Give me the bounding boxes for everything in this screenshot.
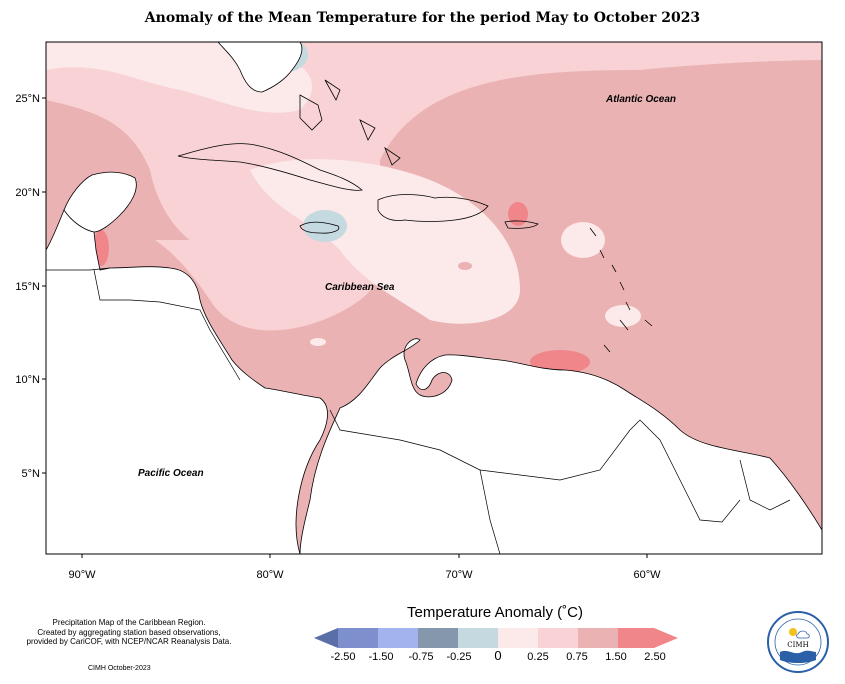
border-suriname bbox=[739, 459, 791, 511]
legend-swatch-2 bbox=[378, 628, 418, 648]
cloud-icon bbox=[796, 630, 810, 639]
lon-tick-60: 60°W bbox=[633, 569, 661, 581]
legend-swatch-0 bbox=[314, 628, 338, 648]
lat-tick-5: 5°N bbox=[22, 468, 41, 480]
border-honduras-nicaragua bbox=[159, 301, 211, 331]
label-caribbean-sea: Caribbean Sea bbox=[325, 282, 395, 293]
legend-tick-6: 0.75 bbox=[566, 651, 587, 663]
legend-tick-7: 1.50 bbox=[605, 651, 626, 663]
lat-tick-25: 25°N bbox=[15, 93, 40, 105]
legend-tick-8: 2.50 bbox=[644, 651, 665, 663]
island-outlines bbox=[177, 79, 653, 353]
anomaly-spot-warm-small bbox=[458, 262, 472, 270]
anomaly-spot-leeward bbox=[561, 222, 605, 258]
legend-tick-2: -0.75 bbox=[408, 651, 433, 663]
footer-line-3: provided by CariCOF, with NCEP/NCAR Rean… bbox=[26, 637, 232, 646]
anomaly-zone-light bbox=[250, 159, 520, 324]
legend-swatch-5 bbox=[498, 628, 538, 648]
anomaly-spot-small bbox=[310, 338, 326, 346]
legend-swatch-1 bbox=[338, 628, 378, 648]
florida-land bbox=[217, 42, 303, 93]
label-atlantic-ocean: Atlantic Ocean bbox=[605, 94, 676, 105]
border-nicaragua-costarica bbox=[209, 329, 241, 381]
legend-tick-0: -2.50 bbox=[330, 651, 355, 663]
legend-swatch-9 bbox=[654, 628, 678, 648]
anomaly-spot-jamaica-cool bbox=[303, 210, 347, 242]
legend-colorbar bbox=[314, 628, 678, 648]
legend-swatch-6 bbox=[538, 628, 578, 648]
lesser-antilles-outline bbox=[589, 227, 653, 353]
anomaly-spot-barbados bbox=[605, 305, 641, 327]
legend-swatch-8 bbox=[618, 628, 654, 648]
bahamas-outline bbox=[299, 79, 401, 166]
legend-tick-4: 0 bbox=[494, 648, 501, 663]
border-guatemala-honduras bbox=[93, 269, 161, 303]
border-mexico-guatemala bbox=[46, 267, 111, 271]
footer-date: CIMH October-2023 bbox=[88, 665, 151, 672]
legend-swatch-4 bbox=[458, 628, 498, 648]
label-pacific-ocean: Pacific Ocean bbox=[138, 468, 204, 479]
legend-tick-3: -0.25 bbox=[446, 651, 471, 663]
lon-tick-70: 70°W bbox=[445, 569, 473, 581]
jamaica-outline bbox=[299, 221, 340, 234]
legend-swatch-7 bbox=[578, 628, 618, 648]
hispaniola-outline bbox=[377, 194, 489, 222]
lat-tick-10: 10°N bbox=[15, 374, 40, 386]
footer-line-2: Created by aggregating station based obs… bbox=[37, 627, 221, 637]
land-masses bbox=[46, 42, 822, 554]
lon-tick-marks bbox=[81, 554, 648, 558]
lon-tick-90: 90°W bbox=[68, 569, 96, 581]
lat-tick-20: 20°N bbox=[15, 187, 40, 199]
map-title: Anomaly of the Mean Temperature for the … bbox=[144, 10, 701, 26]
logo-text: CIMH bbox=[787, 641, 808, 649]
border-guyana bbox=[639, 419, 741, 523]
anomaly-spot-pr-hot bbox=[508, 202, 528, 226]
south-america-land bbox=[299, 338, 822, 554]
country-borders bbox=[46, 267, 791, 554]
legend-swatch-3 bbox=[418, 628, 458, 648]
sun-icon bbox=[789, 628, 797, 636]
cimh-logo: CIMH bbox=[767, 611, 829, 673]
puerto-rico-outline bbox=[504, 220, 539, 229]
cuba-outline bbox=[177, 143, 363, 191]
lat-tick-15: 15°N bbox=[15, 281, 40, 293]
lon-tick-80: 80°W bbox=[256, 569, 284, 581]
border-venezuela-brazil bbox=[479, 419, 641, 481]
wave-icon bbox=[780, 650, 816, 663]
footer-credits: Precipitation Map of the Caribbean Regio… bbox=[10, 618, 248, 647]
legend-title: Temperature Anomaly (˚C) bbox=[407, 604, 583, 621]
lat-tick-marks bbox=[42, 97, 46, 474]
footer-line-1: Precipitation Map of the Caribbean Regio… bbox=[52, 618, 206, 627]
border-colombia-venezuela bbox=[329, 409, 501, 554]
legend-tick-5: 0.25 bbox=[527, 651, 548, 663]
yucatan-land bbox=[63, 171, 137, 233]
legend-tick-1: -1.50 bbox=[368, 651, 393, 663]
map-frame bbox=[45, 41, 823, 555]
